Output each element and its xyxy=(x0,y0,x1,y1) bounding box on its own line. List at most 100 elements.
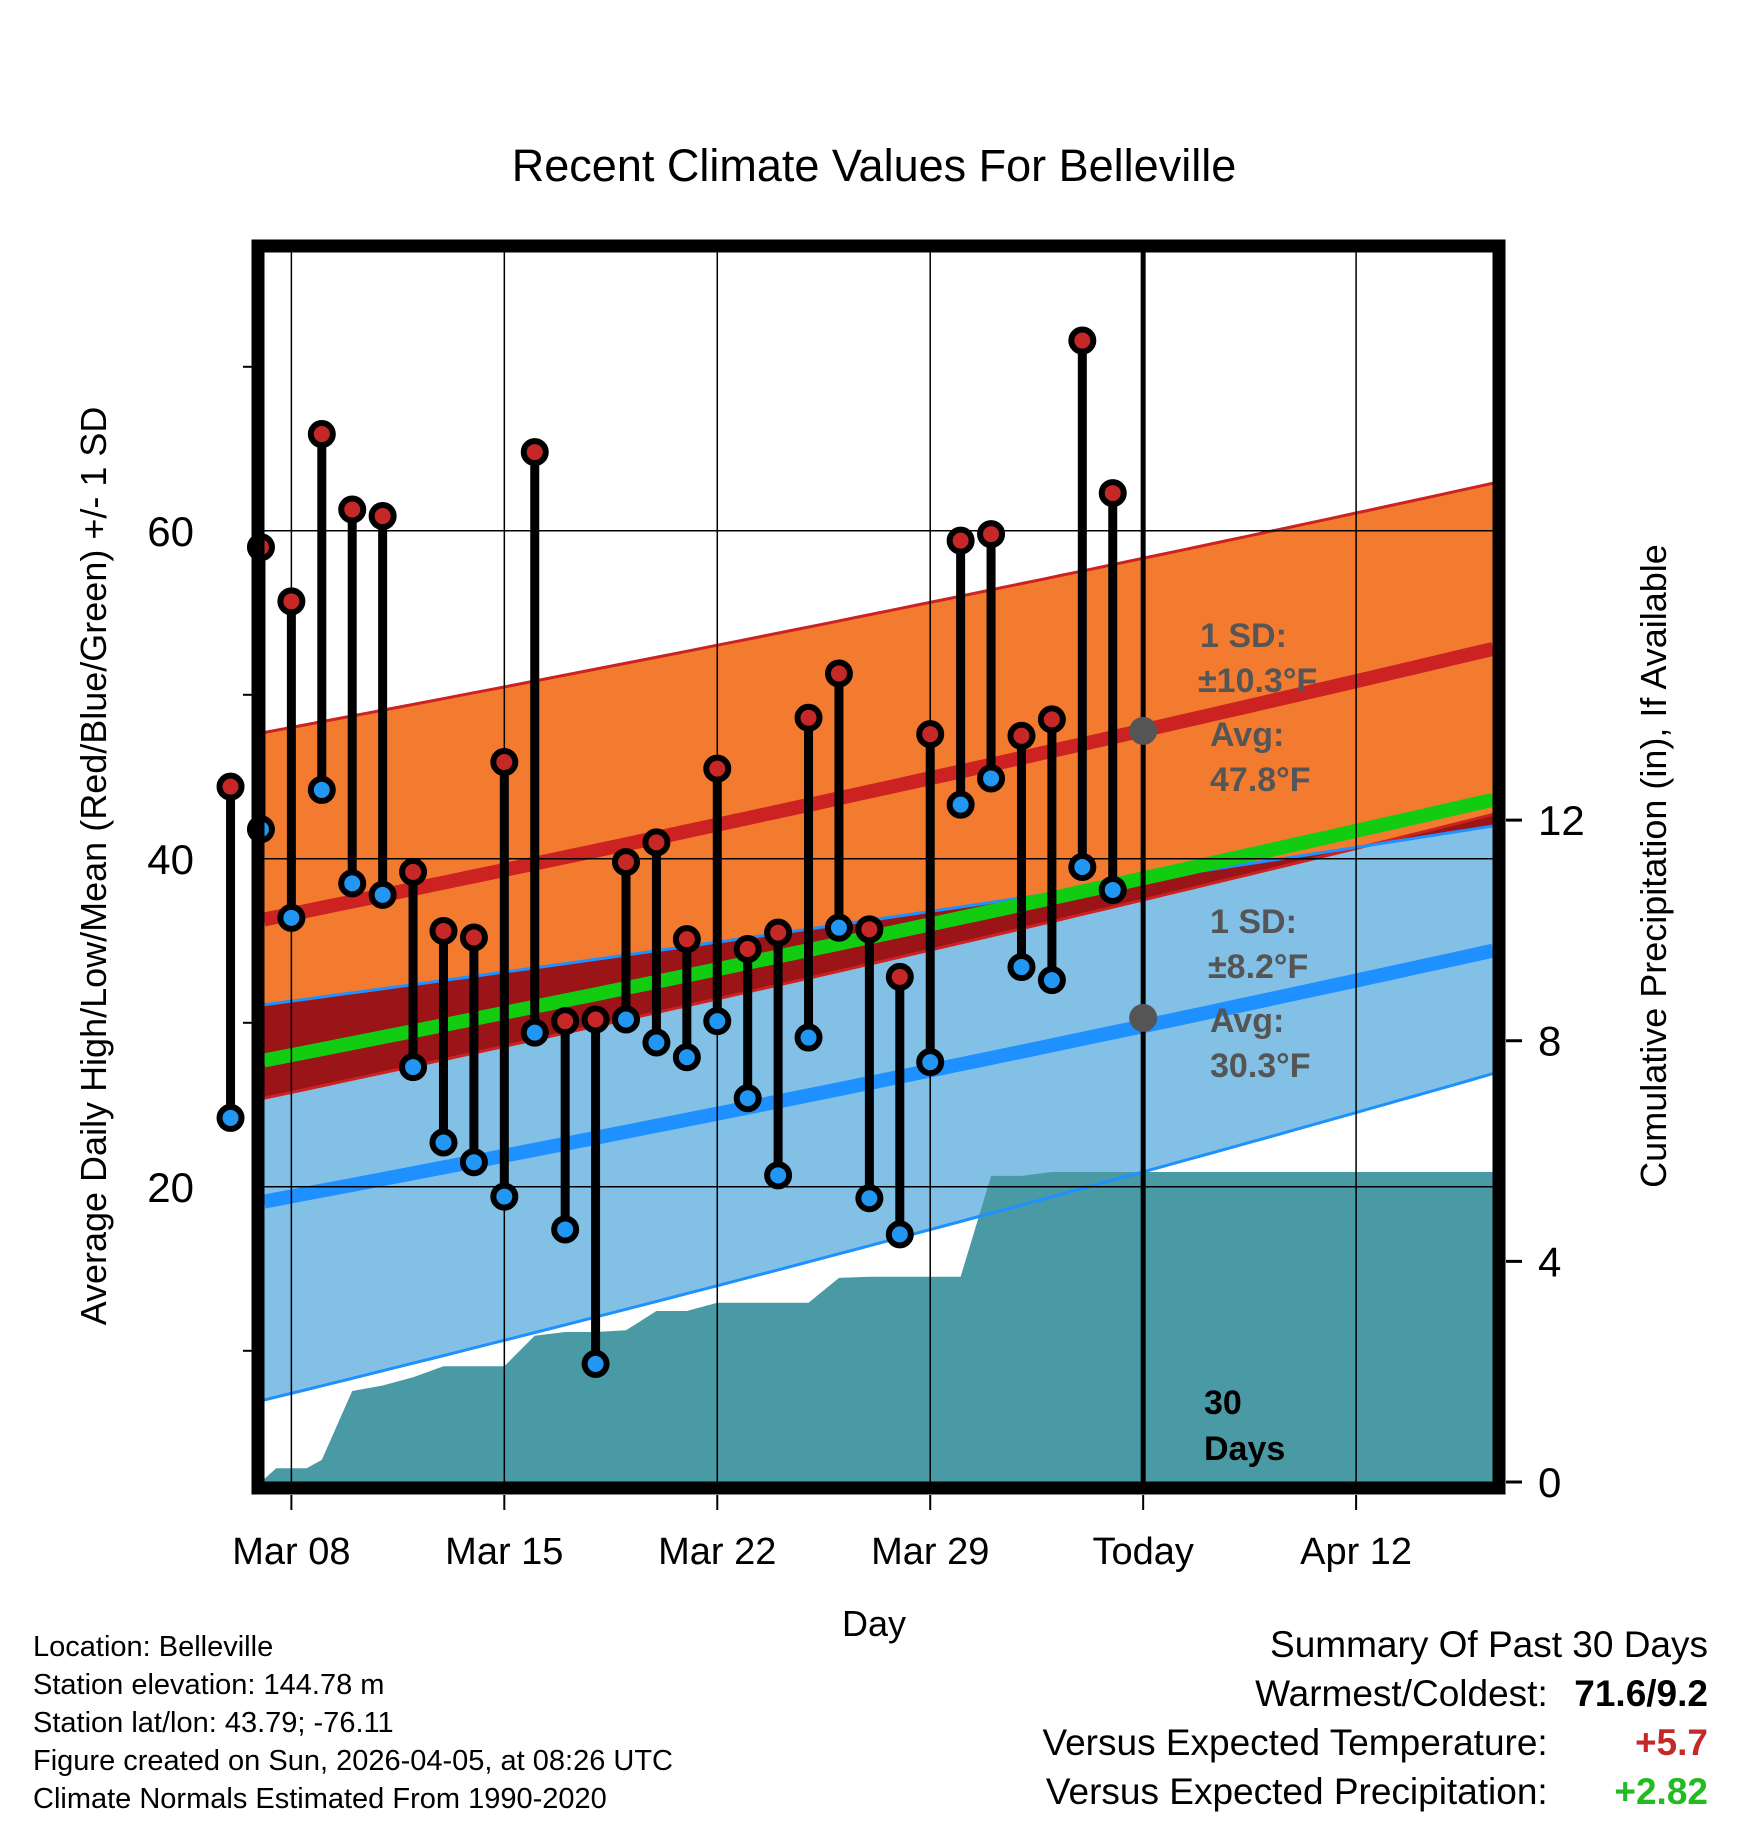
grid-lines xyxy=(264,252,1493,1482)
x-tick-label: Mar 22 xyxy=(658,1531,776,1573)
days-count: 30 xyxy=(1204,1384,1242,1422)
y-tick-label: 40 xyxy=(147,836,194,883)
low-point xyxy=(824,913,853,942)
low-point xyxy=(1007,953,1036,982)
low-point xyxy=(551,1215,580,1244)
high-point xyxy=(642,828,671,857)
normals-text: Climate Normals Estimated From 1990-2020 xyxy=(33,1783,607,1815)
high-point xyxy=(399,857,428,886)
station-info: Location: Belleville Station elevation: … xyxy=(33,1628,673,1818)
low-sd-lower-line xyxy=(264,1072,1493,1402)
x-tick-label: Apr 12 xyxy=(1300,1531,1412,1573)
high-point xyxy=(946,526,975,555)
x-axis-label: Day xyxy=(842,1603,906,1644)
precip-label: Versus Expected Precipitation: xyxy=(1045,1771,1548,1812)
warmest-label: Warmest/Coldest: xyxy=(1255,1673,1548,1714)
y-tick-label: 60 xyxy=(147,508,194,555)
x-tick-label: Today xyxy=(1092,1531,1193,1573)
low-point xyxy=(1037,966,1066,995)
high-point xyxy=(1037,705,1066,734)
low-point xyxy=(490,1182,519,1211)
y-tick-label: 20 xyxy=(147,1164,194,1211)
high-point xyxy=(277,587,306,616)
low-point xyxy=(216,1103,245,1132)
high-point xyxy=(216,772,245,801)
summary-title: Summary Of Past 30 Days xyxy=(1270,1624,1708,1665)
low-point xyxy=(399,1053,428,1082)
low-point xyxy=(885,1220,914,1249)
elevation-text: Station elevation: 144.78 m xyxy=(33,1669,385,1701)
plot-frame xyxy=(251,239,1506,1495)
high-point xyxy=(1098,479,1127,508)
high-point xyxy=(429,916,458,945)
created-text: Figure created on Sun, 2026-04-05, at 08… xyxy=(33,1745,673,1777)
chart-title: Recent Climate Values For Belleville xyxy=(512,140,1236,191)
high-point xyxy=(855,915,884,944)
temp-label: Versus Expected Temperature: xyxy=(1042,1722,1548,1763)
low-point xyxy=(916,1048,945,1077)
high-point xyxy=(977,520,1006,549)
low-sd-value: ±8.2°F xyxy=(1208,948,1308,986)
summary-panel: Summary Of Past 30 Days Warmest/Coldest:… xyxy=(1042,1620,1708,1816)
high-avg-marker xyxy=(1129,716,1158,745)
precip-area xyxy=(264,1172,1493,1482)
low-point xyxy=(520,1018,549,1047)
low-point xyxy=(733,1084,762,1113)
low-point xyxy=(307,775,336,804)
high-point xyxy=(764,918,793,947)
high-avg-value: 47.8°F xyxy=(1210,761,1311,799)
high-point xyxy=(824,659,853,688)
days-word: Days xyxy=(1204,1430,1285,1468)
axes: 20 40 60 0 4 8 12 Mar 08 Mar 15 Mar 22 Mar 29 Today… xyxy=(147,365,1585,1573)
low-point xyxy=(703,1007,732,1036)
low-point xyxy=(581,1349,610,1378)
precip-tick-label: 0 xyxy=(1538,1459,1561,1506)
high-point xyxy=(916,720,945,749)
data-marks xyxy=(216,326,1158,1378)
high-point xyxy=(581,1005,610,1034)
high-point xyxy=(794,703,823,732)
high-point xyxy=(1007,721,1036,750)
latlon-text: Station lat/lon: 43.79; -76.11 xyxy=(33,1707,394,1739)
high-point xyxy=(459,923,488,952)
low-avg-marker xyxy=(1129,1003,1158,1032)
high-point xyxy=(338,495,367,524)
high-point xyxy=(490,748,519,777)
warmest-row: Warmest/Coldest: 71.6/9.2 xyxy=(1042,1669,1708,1718)
x-tick-label: Mar 29 xyxy=(871,1531,989,1573)
low-point xyxy=(459,1148,488,1177)
high-avg-label: Avg: xyxy=(1210,716,1284,754)
high-sd-upper-line xyxy=(264,481,1493,734)
y-axis-label-right: Cumulative Precipitation (in), If Availa… xyxy=(1633,544,1674,1188)
low-point xyxy=(429,1128,458,1157)
low-point xyxy=(368,880,397,909)
low-sd-label: 1 SD: xyxy=(1210,903,1297,941)
low-point xyxy=(277,903,306,932)
x-tick-label: Mar 15 xyxy=(445,1531,563,1573)
warmest-value: 71.6/9.2 xyxy=(1574,1673,1708,1714)
high-point xyxy=(1068,326,1097,355)
low-point xyxy=(794,1023,823,1052)
low-point xyxy=(338,869,367,898)
high-point xyxy=(672,925,701,954)
precip-tick-label: 4 xyxy=(1538,1238,1561,1285)
temp-row: Versus Expected Temperature: +5.7 xyxy=(1042,1718,1708,1767)
low-point xyxy=(642,1028,671,1057)
precip-tick-label: 8 xyxy=(1538,1018,1561,1065)
low-point xyxy=(672,1043,701,1072)
high-point xyxy=(612,848,641,877)
x-tick-label: Mar 08 xyxy=(232,1531,350,1573)
low-point xyxy=(1098,875,1127,904)
high-point xyxy=(520,438,549,467)
low-point xyxy=(612,1005,641,1034)
low-point xyxy=(855,1184,884,1213)
low-point xyxy=(764,1161,793,1190)
high-sd-value: ±10.3°F xyxy=(1198,662,1317,700)
high-point xyxy=(368,502,397,531)
high-point xyxy=(307,420,336,449)
precip-tick-label: 12 xyxy=(1538,797,1585,844)
low-point xyxy=(946,790,975,819)
temp-value: +5.7 xyxy=(1634,1722,1708,1763)
annotations: 1 SD: ±10.3°F Avg: 47.8°F 1 SD: ±8.2°F A… xyxy=(1198,617,1317,1468)
